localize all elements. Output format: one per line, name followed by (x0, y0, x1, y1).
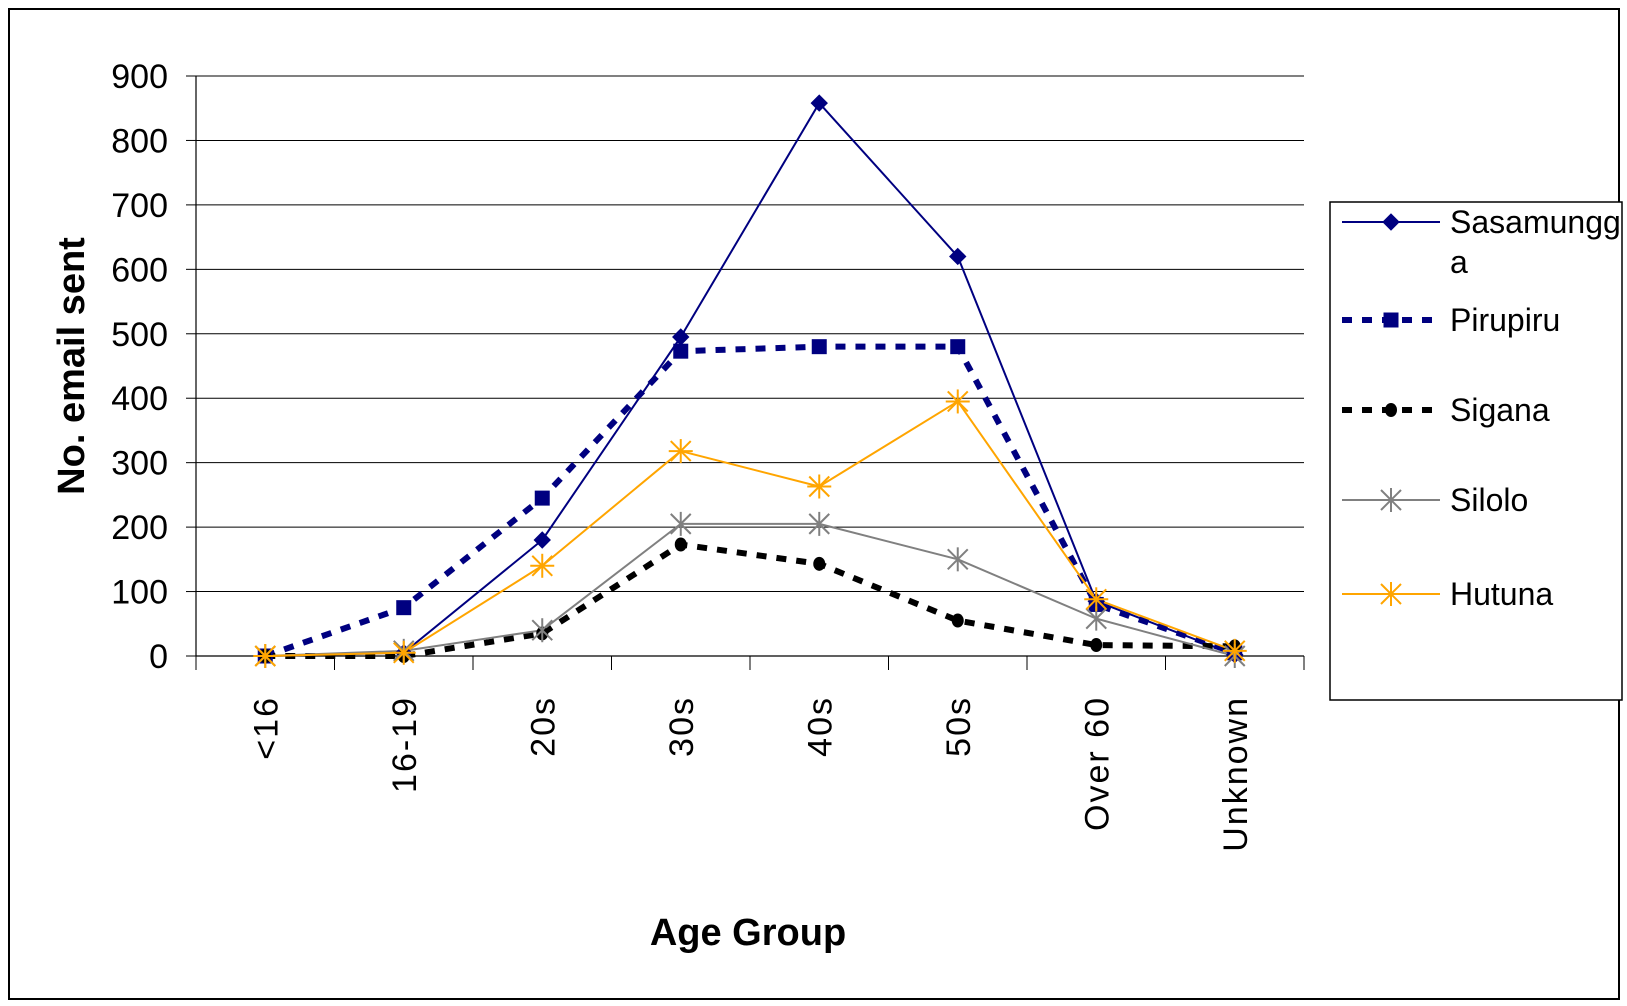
data-point-pirupiru (811, 339, 827, 355)
data-point-silolo (808, 511, 830, 536)
legend-label: Pirupiru (1450, 302, 1560, 338)
x-tick-label: 20s (524, 696, 562, 757)
y-tick-labels: 0 100 200 300 400 500 600 700 800 900 (111, 58, 168, 676)
y-tick-label: 0 (149, 638, 168, 676)
x-tick-label: 40s (801, 696, 839, 757)
y-tick-label: 500 (111, 316, 168, 354)
legend-label: a (1450, 244, 1468, 280)
data-point-sasamungga (672, 328, 690, 346)
data-point-hutuna (807, 474, 832, 499)
legend-marker (1380, 488, 1402, 512)
gridlines (196, 75, 1304, 593)
data-point-pirupiru (534, 490, 550, 506)
legend-item-hutuna: Hutuna (1342, 576, 1553, 612)
legend-item-pirupiru: Pirupiru (1342, 302, 1560, 338)
x-tick-label: <16 (247, 696, 285, 760)
data-point-pirupiru (673, 343, 689, 359)
legend-box (1329, 201, 1623, 701)
data-point-sasamungga (533, 531, 551, 549)
data-point-hutuna (253, 644, 278, 668)
legend-item-sigana: Sigana (1342, 392, 1550, 428)
legend-marker (1382, 213, 1400, 231)
y-tick-label: 400 (111, 380, 168, 418)
legend-marker (1379, 582, 1403, 606)
legend-marker (1383, 312, 1399, 328)
data-point-sasamungga (810, 94, 828, 112)
data-point-pirupiru (396, 600, 412, 616)
series-line-sigana (265, 541, 1235, 659)
x-tick-label: 16-19 (386, 696, 424, 793)
y-axis-title: No. email sent (51, 237, 93, 495)
axes (186, 75, 1305, 670)
data-point-pirupiru (950, 339, 966, 355)
data-point-hutuna (1084, 587, 1109, 612)
x-tick-label: Unknown (1217, 696, 1255, 852)
x-tick-labels: <16 16-19 20s 30s 40s 50s Over 60 Unknown (247, 696, 1255, 852)
series-line-hutuna (265, 400, 1236, 657)
legend-item-sasamungga: Sasamungg a (1342, 204, 1621, 280)
series-line-sasamungga (265, 102, 1236, 657)
data-point-sigana (1090, 638, 1103, 653)
series-lines (264, 102, 1236, 659)
data-point-hutuna (391, 640, 416, 665)
data-point-hutuna (1222, 638, 1247, 663)
y-tick-label: 800 (111, 122, 168, 160)
legend-label: Silolo (1450, 482, 1528, 518)
data-point-sigana (674, 537, 687, 552)
x-tick-label: 50s (940, 696, 978, 757)
data-point-hutuna (668, 439, 693, 464)
data-point-silolo (670, 511, 692, 536)
data-point-sasamungga (949, 247, 967, 266)
data-point-silolo (531, 618, 553, 643)
data-point-hutuna (945, 389, 970, 414)
y-tick-label: 300 (111, 445, 168, 483)
legend-item-silolo: Silolo (1342, 482, 1528, 518)
y-tick-label: 100 (111, 574, 168, 612)
legend-marker (1385, 403, 1397, 417)
legend: Sasamungg a Pirupiru Sigana Silolo Hutuna (1329, 201, 1623, 701)
y-tick-label: 600 (111, 251, 168, 289)
legend-label: Sasamungg (1450, 204, 1621, 240)
data-point-sigana (951, 613, 964, 628)
x-tick-label: Over 60 (1078, 696, 1116, 831)
y-tick-label: 900 (111, 58, 168, 96)
series-line-silolo (265, 522, 1236, 657)
x-axis-title: Age Group (650, 912, 846, 954)
legend-label: Hutuna (1450, 576, 1553, 612)
y-tick-label: 700 (111, 187, 168, 225)
y-tick-label: 200 (111, 509, 168, 547)
x-tick-label: 30s (663, 696, 701, 757)
legend-label: Sigana (1450, 392, 1550, 428)
data-point-sigana (813, 556, 826, 571)
series-markers (253, 94, 1247, 668)
series-line-pirupiru (264, 343, 1236, 659)
data-point-silolo (947, 547, 969, 572)
data-point-hutuna (530, 553, 555, 578)
